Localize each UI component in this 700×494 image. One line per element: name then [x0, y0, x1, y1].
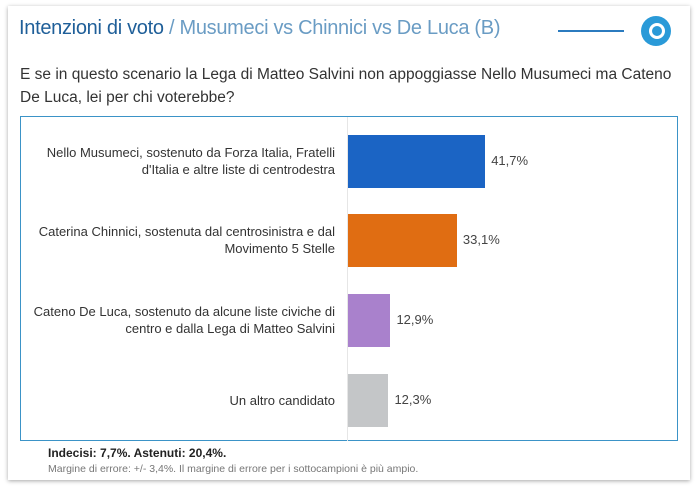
q-logo-icon	[641, 16, 671, 46]
bar	[348, 214, 457, 267]
category-label: Caterina Chinnici, sostenuta dal centros…	[38, 224, 335, 256]
category-label: Un altro candidato	[229, 392, 335, 408]
value-label: 12,9%	[396, 312, 434, 327]
margin-note: Margine di errore: +/- 3,4%. Il margine …	[48, 463, 419, 475]
category-label: Cateno De Luca, sostenuto da alcune list…	[33, 304, 335, 336]
axis-line	[347, 117, 348, 441]
bar	[348, 135, 486, 188]
title-rule	[558, 30, 624, 32]
category-label: Nello Musumeci, sostenuto da Forza Itali…	[46, 145, 335, 177]
value-label: 33,1%	[462, 232, 500, 247]
bar	[348, 294, 391, 347]
bar	[348, 374, 389, 427]
undecided-note: Indecisi: 7,7%. Astenuti: 20,4%.	[48, 446, 227, 460]
chart-title: Intenzioni di voto / Musumeci vs Chinnic…	[19, 17, 501, 39]
chart-frame	[20, 116, 678, 441]
value-label: 41,7%	[491, 153, 529, 168]
question-text: E se in questo scenario la Lega di Matte…	[20, 66, 672, 106]
value-label: 12,3%	[394, 392, 432, 407]
